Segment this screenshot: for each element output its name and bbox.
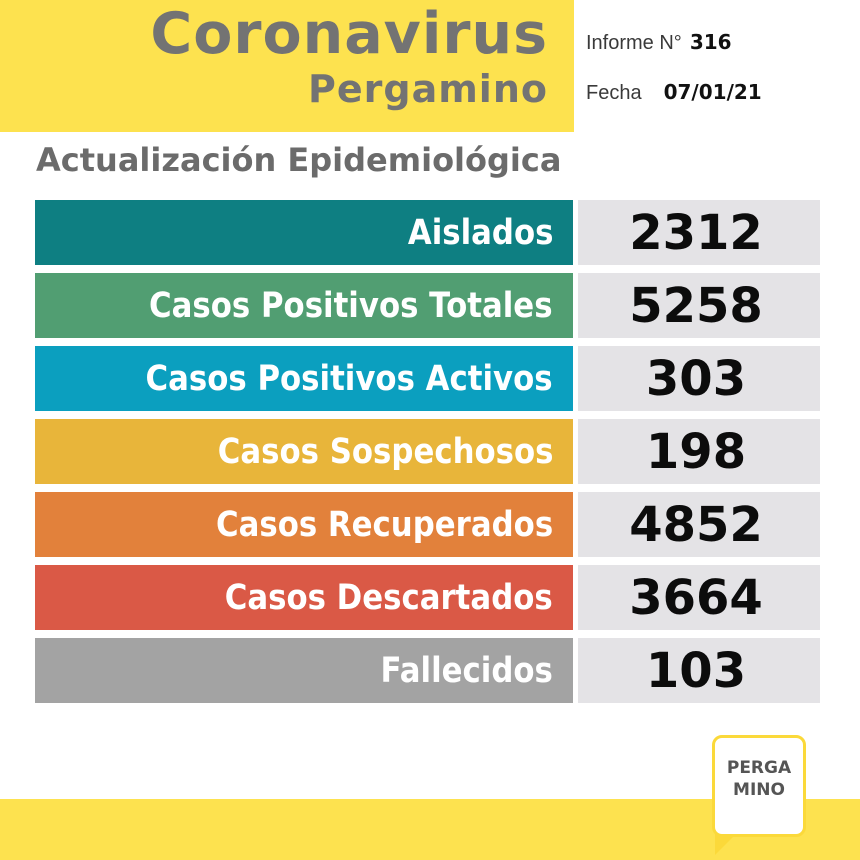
stat-value-box: 4852	[578, 492, 820, 557]
stat-value: 2312	[629, 204, 763, 261]
stat-value-box: 103	[578, 638, 820, 703]
stat-value: 303	[645, 350, 747, 407]
stat-row-positivos-totales: Casos Positivos Totales 5258	[35, 273, 820, 338]
stat-value: 4852	[629, 496, 763, 553]
stat-label-box: Casos Positivos Activos	[35, 346, 573, 411]
stat-row-descartados: Casos Descartados 3664	[35, 565, 820, 630]
stat-row-positivos-activos: Casos Positivos Activos 303	[35, 346, 820, 411]
stat-label-box: Fallecidos	[35, 638, 573, 703]
stat-label-box: Casos Recuperados	[35, 492, 573, 557]
stat-label: Casos Positivos Totales	[149, 285, 553, 326]
page-title: Coronavirus	[150, 1, 548, 67]
stat-label: Casos Recuperados	[215, 504, 553, 545]
stat-row-recuperados: Casos Recuperados 4852	[35, 492, 820, 557]
stat-row-aislados: Aislados 2312	[35, 200, 820, 265]
header-band	[0, 0, 574, 132]
stat-label-box: Aislados	[35, 200, 573, 265]
stat-label: Fallecidos	[380, 650, 553, 691]
logo-text-top: PERGA	[726, 758, 792, 778]
stat-label: Casos Sospechosos	[217, 431, 553, 472]
stat-value-box: 2312	[578, 200, 820, 265]
city-subtitle: Pergamino	[308, 67, 548, 111]
stat-label-box: Casos Descartados	[35, 565, 573, 630]
stat-label-box: Casos Positivos Totales	[35, 273, 573, 338]
stat-value-box: 198	[578, 419, 820, 484]
report-date-label: Fecha	[586, 82, 642, 104]
report-number: Informe N° 316	[586, 30, 732, 55]
stat-value-box: 3664	[578, 565, 820, 630]
logo-text-bottom: MINO	[733, 780, 785, 800]
stat-label: Casos Positivos Activos	[145, 358, 553, 399]
stat-value-box: 303	[578, 346, 820, 411]
stat-value: 3664	[629, 569, 763, 626]
pergamino-logo: PERGA MINO	[712, 735, 806, 837]
stat-value: 103	[645, 642, 747, 699]
section-heading: Actualización Epidemiológica	[36, 141, 562, 179]
stat-label: Aislados	[407, 212, 553, 253]
stat-value: 198	[645, 423, 747, 480]
stat-row-sospechosos: Casos Sospechosos 198	[35, 419, 820, 484]
stat-value-box: 5258	[578, 273, 820, 338]
stat-label: Casos Descartados	[224, 577, 553, 618]
stat-row-fallecidos: Fallecidos 103	[35, 638, 820, 703]
report-number-value: 316	[689, 30, 732, 54]
report-date: Fecha 07/01/21	[586, 80, 762, 105]
stat-value: 5258	[629, 277, 763, 334]
logo-tail	[715, 833, 737, 855]
report-number-label: Informe N°	[586, 32, 682, 54]
stat-label-box: Casos Sospechosos	[35, 419, 573, 484]
report-date-value: 07/01/21	[663, 80, 762, 104]
